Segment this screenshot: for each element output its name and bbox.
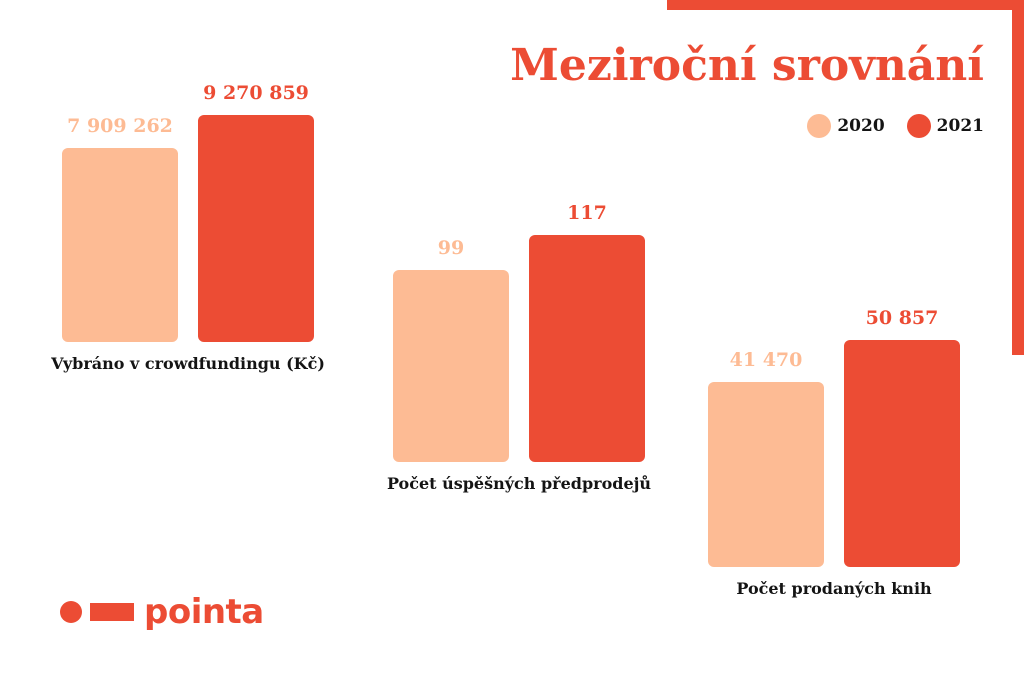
- bar-2020-group-2: [393, 270, 509, 462]
- chart-title: Meziroční srovnání: [510, 40, 984, 91]
- logo-bar-icon: [90, 603, 134, 621]
- bar-2021-group-3: [844, 340, 960, 567]
- legend-item-2021: 2021: [906, 114, 984, 138]
- group-label-1: Vybráno v crowdfundingu (Kč): [51, 354, 325, 373]
- logo-text: pointa: [144, 592, 264, 632]
- value-label-2021-group-2: 117: [567, 202, 607, 224]
- group-label-2: Počet úspěšných předprodejů: [386, 474, 652, 493]
- value-label-2020-group-3: 41 470: [729, 349, 803, 371]
- chart-legend: 2020 2021: [807, 114, 984, 138]
- decorative-top-stripe: [667, 0, 1024, 10]
- bar-2020-group-1: [62, 148, 178, 342]
- legend-swatch-2020: [807, 114, 832, 138]
- logo-dot-icon: [60, 601, 82, 623]
- value-label-2021-group-1: 9 270 859: [203, 82, 309, 104]
- legend-item-2020: 2020: [807, 114, 885, 138]
- bar-2021-group-2: [529, 235, 645, 462]
- decorative-right-stripe: [1012, 0, 1024, 355]
- bar-2021-group-1: [198, 115, 314, 342]
- pointa-logo: pointa: [60, 592, 264, 632]
- legend-label-2020: 2020: [837, 116, 885, 136]
- legend-label-2021: 2021: [936, 116, 984, 136]
- value-label-2021-group-3: 50 857: [865, 307, 939, 329]
- legend-swatch-2021: [906, 114, 931, 138]
- value-label-2020-group-1: 7 909 262: [67, 115, 173, 137]
- group-label-3: Počet prodaných knih: [736, 579, 932, 598]
- bar-2020-group-3: [708, 382, 824, 567]
- value-label-2020-group-2: 99: [437, 237, 465, 259]
